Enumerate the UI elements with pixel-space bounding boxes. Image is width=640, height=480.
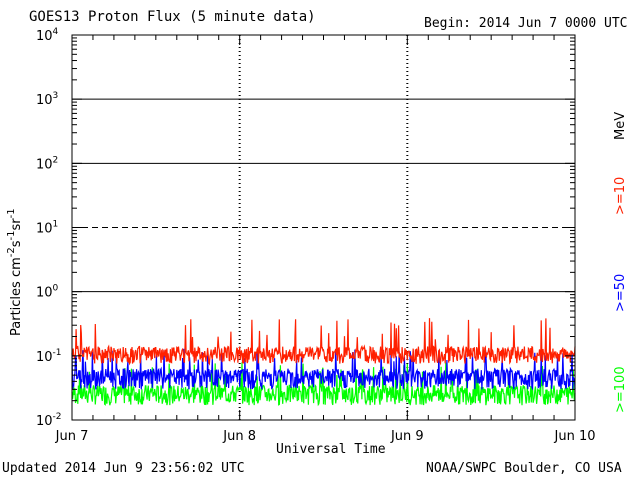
legend-ge10: >=10 <box>613 177 628 215</box>
energy-unit-label: MeV <box>613 112 628 140</box>
label-layer: 10-2 10-1 100 101 102 103 104 Jun 7 Jun 8 Jun 9 Ju… <box>6 27 628 444</box>
series-line-ge50 <box>71 348 576 391</box>
x-tick-label: Jun 10 <box>554 429 596 444</box>
y-tick-label: 101 <box>36 220 58 237</box>
tick-layer <box>71 35 576 421</box>
y-tick-label: 10-2 <box>36 412 62 429</box>
series-layer <box>71 318 576 407</box>
x-axis-label: Universal Time <box>276 442 386 457</box>
y-axis-label: Particles cm-2s-1sr-1 <box>6 208 24 336</box>
series-line-ge10 <box>71 318 576 366</box>
x-tick-label: Jun 7 <box>55 429 89 444</box>
y-tick-label: 102 <box>36 155 58 172</box>
chart-title: GOES13 Proton Flux (5 minute data) <box>29 9 316 25</box>
x-tick-label: Jun 9 <box>390 429 424 444</box>
y-tick-label: 103 <box>36 91 58 108</box>
series-line-ge100 <box>71 362 576 407</box>
x-tick-label: Jun 8 <box>222 429 256 444</box>
legend-ge100: >=100 <box>613 366 628 413</box>
credit-text: NOAA/SWPC Boulder, CO USA <box>426 461 622 476</box>
y-tick-label: 10-1 <box>36 348 62 365</box>
updated-timestamp: Updated 2014 Jun 9 23:56:02 UTC <box>2 461 245 476</box>
legend-ge50: >=50 <box>613 274 628 312</box>
y-tick-label: 104 <box>36 27 59 44</box>
y-tick-label: 100 <box>36 284 59 301</box>
grid-layer <box>72 35 575 420</box>
begin-time: Begin: 2014 Jun 7 0000 UTC <box>424 16 628 31</box>
